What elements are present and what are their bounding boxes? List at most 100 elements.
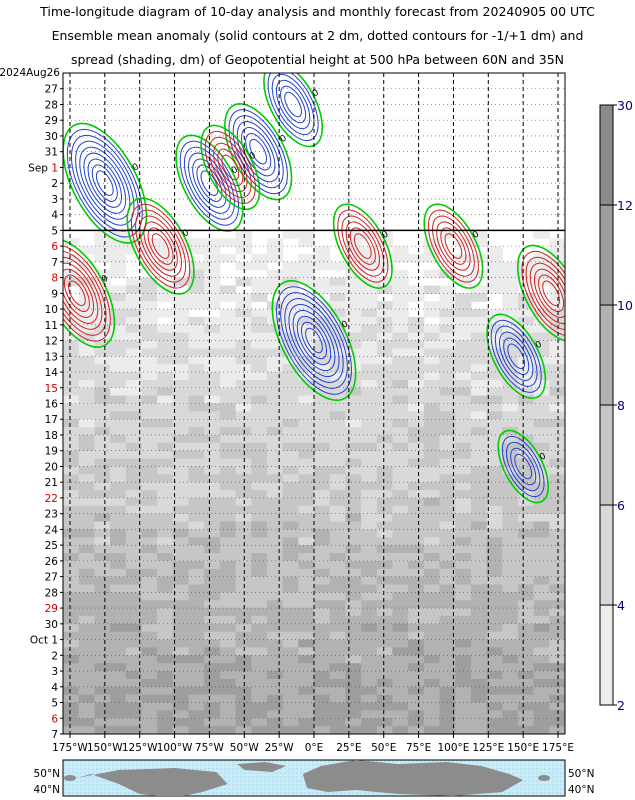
positive-anomaly-center: 0	[63, 238, 116, 348]
spread-cell	[549, 631, 565, 641]
spread-cell	[204, 348, 221, 357]
spread-cell	[376, 671, 394, 680]
spread-cell	[157, 435, 174, 444]
zero-contour-label: 0	[572, 275, 582, 287]
spread-cell	[549, 647, 565, 656]
spread-cell	[78, 387, 95, 397]
anomaly-contour	[280, 292, 348, 389]
spread-cell	[455, 395, 472, 405]
spread-cell	[298, 710, 315, 719]
spread-cell	[455, 332, 472, 342]
anomaly-contour	[196, 164, 223, 202]
spread-cell	[172, 513, 190, 523]
spread-cell	[282, 710, 299, 719]
spread-cell	[392, 474, 409, 483]
anomaly-contour	[503, 337, 530, 376]
spread-cell	[219, 529, 237, 538]
spread-cell	[423, 678, 441, 688]
spread-cell	[361, 285, 378, 294]
spread-cell	[502, 301, 519, 310]
spread-cell	[502, 442, 519, 452]
spread-cell	[376, 529, 394, 538]
spread-cell	[251, 568, 268, 578]
spread-cell	[470, 348, 488, 357]
spread-cell	[110, 403, 127, 412]
spread-cell	[266, 671, 284, 680]
spread-cell	[329, 702, 346, 711]
spread-cell	[408, 474, 425, 483]
spread-cell	[219, 435, 237, 444]
spread-cell	[266, 694, 284, 704]
spread-cell	[78, 261, 95, 271]
spread-cell	[329, 671, 346, 680]
spread-cell	[470, 372, 488, 381]
anomaly-contour	[63, 274, 90, 313]
anomaly-contour	[533, 268, 565, 318]
spread-cell	[266, 726, 284, 734]
colorbar-label: 10	[617, 298, 633, 313]
spread-cell	[392, 364, 409, 373]
spread-cell	[517, 277, 535, 287]
spread-cell	[361, 513, 378, 523]
spread-cell	[392, 608, 409, 617]
spread-cell	[455, 600, 472, 609]
spread-cell	[470, 576, 488, 586]
spread-cell	[141, 513, 158, 523]
spread-cell	[439, 301, 456, 310]
zero-contour-label: 0	[311, 88, 321, 100]
spread-cell	[439, 576, 456, 586]
spread-cell	[110, 513, 127, 523]
spread-cell	[517, 458, 535, 468]
spread-cell	[470, 600, 488, 609]
spread-cell	[188, 529, 205, 538]
spread-cell	[298, 529, 315, 538]
spread-cell	[376, 726, 394, 734]
spread-cell	[408, 340, 425, 349]
spread-cell	[361, 529, 378, 538]
spread-cell	[219, 324, 237, 334]
y-tick-label: 20	[45, 461, 58, 473]
spread-cell	[486, 678, 503, 688]
spread-cell	[455, 490, 472, 499]
spread-cell	[376, 254, 394, 263]
spread-cell	[78, 608, 95, 617]
anomaly-contour	[494, 325, 538, 387]
spread-cell	[125, 474, 143, 483]
spread-cell	[282, 301, 299, 310]
spread-cell	[298, 702, 315, 711]
spread-cell	[455, 435, 472, 444]
spread-cell	[188, 238, 205, 247]
spread-cell	[345, 340, 362, 349]
spread-cell	[517, 639, 535, 649]
spread-cell	[219, 293, 237, 302]
colorbar-segment	[599, 304, 614, 406]
spread-cell	[502, 616, 519, 625]
anomaly-contour	[507, 343, 526, 370]
spread-cell	[141, 529, 158, 538]
spread-cell	[455, 379, 472, 389]
y-tick-label: 29	[45, 115, 58, 127]
spread-cell	[94, 505, 111, 515]
spread-cell	[204, 379, 221, 389]
spread-cell	[517, 490, 535, 499]
spread-cell	[125, 482, 143, 491]
spread-cell	[282, 403, 299, 412]
spread-cell	[63, 631, 80, 641]
spread-cell	[470, 568, 488, 578]
spread-cell	[392, 726, 409, 734]
spread-cell	[423, 686, 441, 696]
spread-cell	[486, 623, 503, 633]
spread-cell	[517, 419, 535, 428]
spread-cell	[392, 568, 409, 578]
spread-cell	[298, 427, 315, 436]
spread-cell	[455, 387, 472, 397]
spread-cell	[314, 592, 331, 601]
spread-cell	[63, 238, 80, 247]
spread-cell	[408, 293, 425, 302]
spread-cell	[361, 655, 378, 664]
spread-cell	[376, 545, 394, 554]
spread-shading	[63, 230, 565, 734]
spread-cell	[282, 623, 299, 633]
spread-cell	[188, 537, 205, 546]
spread-cell	[94, 348, 111, 357]
